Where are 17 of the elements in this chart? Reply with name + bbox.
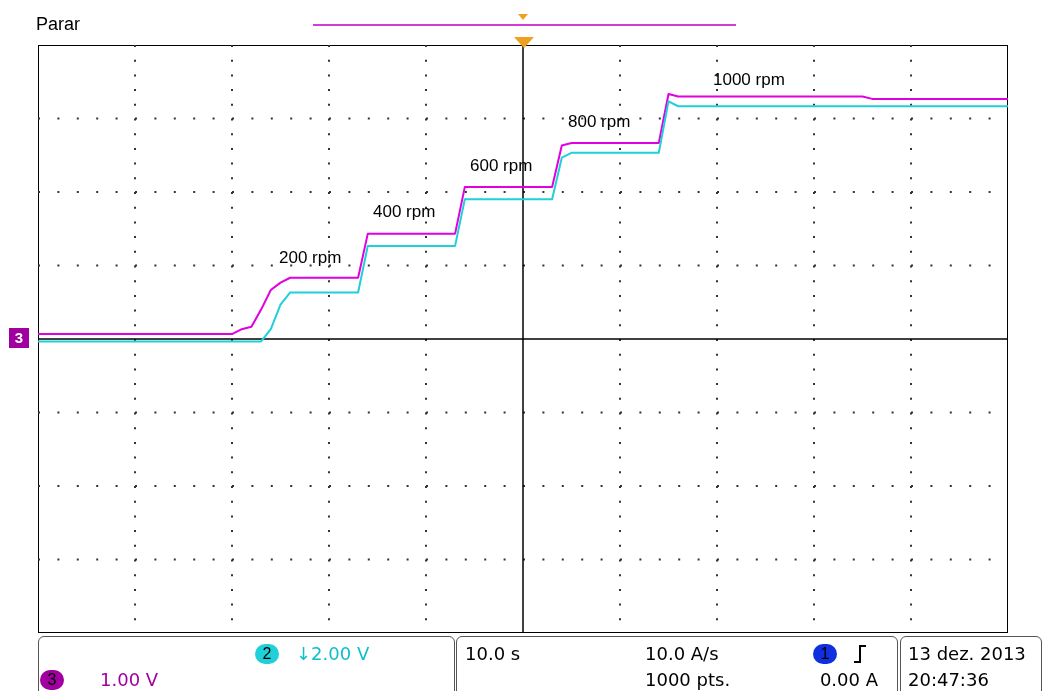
text: 1000 rpm: [713, 69, 785, 91]
text: 13 dez. 2013: [908, 643, 1026, 665]
annotation: 200 rpm: [279, 247, 342, 269]
text: 3: [40, 670, 64, 690]
text: 20:47:36: [908, 669, 989, 691]
text: 10.0 A/s: [645, 643, 719, 665]
text: 1: [813, 644, 837, 664]
annotation: 800 rpm: [568, 111, 631, 133]
text: 1.00 V: [100, 669, 159, 691]
annotation: 400 rpm: [373, 201, 436, 223]
text: 0.00 A: [819, 669, 878, 691]
text: 10.0 s: [465, 643, 521, 665]
chart-title: Parar: [36, 14, 81, 35]
text: 3: [9, 328, 29, 348]
text: ↓2.00 V: [296, 643, 370, 665]
text: 1000 pts.: [645, 669, 731, 691]
text: 2: [255, 644, 279, 664]
